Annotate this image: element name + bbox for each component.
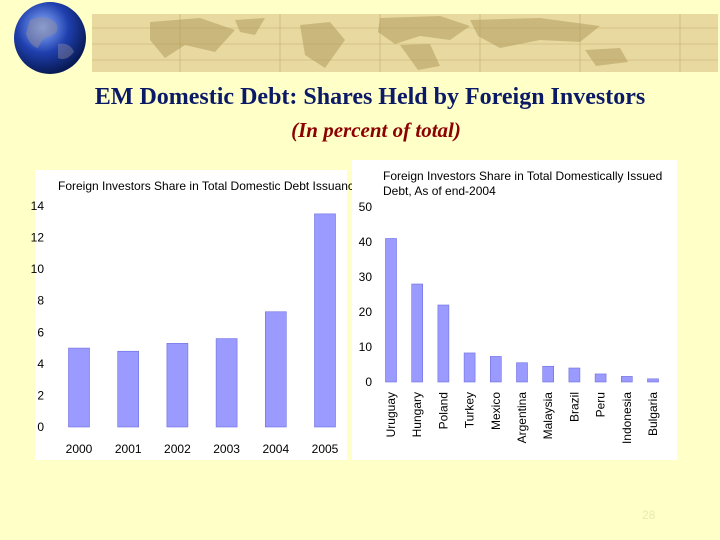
chart2-x-axis: Uruguay Hungary Poland Turkey Mexico Argentin… <box>384 392 660 444</box>
chart1-x-axis: 2000 2001 2002 2003 2004 2005 <box>66 442 339 456</box>
chart1-y-tick-label: 12 <box>31 231 45 245</box>
chart2-y-tick-label: 30 <box>359 270 373 284</box>
chart1-x-tick-label: 2001 <box>115 442 142 456</box>
world-map-banner <box>0 0 720 75</box>
chart1-x-tick-label: 2004 <box>262 442 289 456</box>
chart1-bar <box>215 338 238 428</box>
chart2-y-tick-label: 50 <box>359 200 373 214</box>
chart2-bar <box>489 356 502 383</box>
chart1-y-tick-label: 6 <box>37 325 44 339</box>
chart1-y-tick-label: 8 <box>37 294 44 308</box>
chart2-bar <box>647 378 659 383</box>
map-continents <box>150 16 628 70</box>
chart1-x-tick-label: 2000 <box>66 442 93 456</box>
chart2-y-tick-label: 20 <box>359 305 373 319</box>
slide-subtitle: (In percent of total) <box>291 118 461 142</box>
chart1-y-axis: 0 2 4 6 8 10 12 14 <box>31 199 45 434</box>
chart2-x-tick-label: Uruguay <box>384 392 398 437</box>
chart2-title-line-1: Foreign Investors Share in Total Domesti… <box>383 169 662 183</box>
chart-domestically-issued-debt-2004: Foreign Investors Share in Total Domesti… <box>352 160 677 460</box>
chart1-y-tick-label: 2 <box>37 388 44 402</box>
chart1-x-tick-label: 2002 <box>164 442 191 456</box>
chart2-y-tick-label: 10 <box>359 340 373 354</box>
chart2-x-tick-label: Mexico <box>489 392 503 430</box>
chart1-title: Foreign Investors Share in Total Domesti… <box>58 179 361 193</box>
chart1-x-tick-label: 2003 <box>213 442 240 456</box>
chart2-y-tick-label: 40 <box>359 235 373 249</box>
chart2-bar <box>437 304 450 383</box>
chart2-x-tick-label: Hungary <box>410 392 424 437</box>
chart2-x-tick-label: Malaysia <box>541 392 555 440</box>
map-gridlines <box>92 14 718 72</box>
chart2-x-tick-label: Bulgaria <box>646 392 660 436</box>
chart2-x-tick-label: Peru <box>594 392 608 417</box>
chart1-y-tick-label: 14 <box>31 199 45 213</box>
chart1-bar <box>166 343 189 428</box>
chart2-x-tick-label: Brazil <box>567 392 581 422</box>
chart2-bar <box>385 238 397 383</box>
chart2-plot-area <box>352 160 677 460</box>
globe-icon <box>14 2 86 74</box>
chart1-y-tick-label: 10 <box>31 262 45 276</box>
chart2-y-axis: 0 10 20 30 40 50 <box>359 200 373 389</box>
chart1-bars <box>68 213 336 428</box>
chart2-bar <box>542 365 555 383</box>
chart2-bar <box>568 367 581 383</box>
chart2-bar <box>620 376 633 383</box>
page-number: 28 <box>642 508 656 522</box>
chart2-x-tick-label: Indonesia <box>620 392 634 444</box>
chart2-x-tick-label: Argentina <box>515 392 529 444</box>
chart2-bars <box>385 238 659 383</box>
chart1-bar <box>314 213 336 428</box>
chart1-y-tick-label: 4 <box>37 357 44 371</box>
chart1-bar <box>68 347 90 428</box>
chart2-y-tick-label: 0 <box>365 375 372 389</box>
slide-title: EM Domestic Debt: Shares Held by Foreign… <box>94 84 646 110</box>
chart2-x-tick-label: Turkey <box>463 392 477 428</box>
chart2-bar <box>463 352 476 383</box>
chart2-bar <box>411 283 424 383</box>
chart2-bar <box>516 362 528 383</box>
chart2-title-line-2: Debt, As of end-2004 <box>383 184 496 198</box>
chart1-y-tick-label: 0 <box>37 420 44 434</box>
chart2-x-tick-label: Poland <box>436 392 450 429</box>
chart-domestic-debt-issuance: Foreign Investors Share in Total Domesti… <box>31 170 361 460</box>
chart1-bar <box>117 350 139 428</box>
chart1-x-tick-label: 2005 <box>312 442 339 456</box>
chart1-bar <box>264 311 287 428</box>
chart2-bar <box>594 373 607 383</box>
